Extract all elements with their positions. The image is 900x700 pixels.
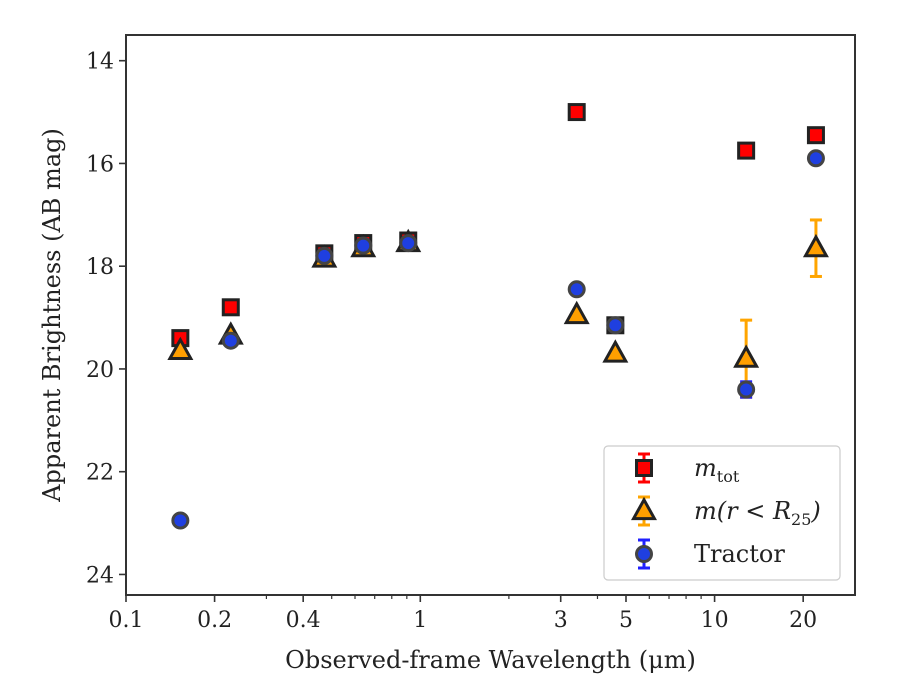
series-triangle xyxy=(167,218,829,399)
series-circle xyxy=(171,149,825,530)
plot-frame xyxy=(125,34,856,596)
y-tick-label: 14 xyxy=(86,50,114,75)
data-marks xyxy=(167,103,829,530)
y-tick-label: 20 xyxy=(86,358,114,383)
data-point-square xyxy=(221,298,240,317)
x-axis-label: Observed-frame Wavelength (μm) xyxy=(285,646,696,674)
x-tick-label: 20 xyxy=(789,608,817,633)
data-point-triangle xyxy=(733,344,760,368)
x-tick-label: 0.4 xyxy=(286,608,321,633)
legend-marker-circle xyxy=(635,545,653,563)
y-axis-label: Apparent Brightness (AB mag) xyxy=(38,128,66,503)
data-point-circle xyxy=(806,149,825,168)
legend-item: mtot xyxy=(635,452,740,486)
series-square xyxy=(171,103,825,348)
data-point-circle xyxy=(567,280,586,299)
y-tick-label: 24 xyxy=(86,563,114,588)
x-tick-label: 5 xyxy=(619,608,633,633)
legend-label: m(r < R25) xyxy=(694,497,821,529)
data-point-circle xyxy=(399,234,418,253)
x-tick-label: 0.2 xyxy=(197,608,232,633)
x-tick-label: 0.1 xyxy=(109,608,144,633)
x-tick-label: 1 xyxy=(413,608,427,633)
x-tick-label: 10 xyxy=(701,608,729,633)
legend-label: mtot xyxy=(694,454,740,486)
legend-marker-triangle xyxy=(630,496,658,521)
data-point-circle xyxy=(606,316,625,335)
data-point-triangle xyxy=(802,233,829,258)
legend-box xyxy=(603,445,841,581)
data-point-square xyxy=(806,126,825,145)
data-point-square xyxy=(567,103,586,122)
legend-item: Tractor xyxy=(635,538,785,570)
data-point-triangle xyxy=(602,339,629,363)
data-point-square xyxy=(737,141,756,160)
y-tick-label: 18 xyxy=(86,255,114,280)
data-point-circle xyxy=(354,236,373,255)
axis-ticks: 0.1 0.2 0.4 1 3 5 10 20 14 16 18 20 22 24 xyxy=(86,50,817,633)
data-point-circle xyxy=(221,331,240,350)
data-point-triangle xyxy=(167,336,194,361)
y-tick-label: 22 xyxy=(86,461,114,486)
data-point-triangle xyxy=(563,300,590,325)
data-point-circle xyxy=(171,511,190,530)
legend-item: m(r < R25) xyxy=(630,495,821,529)
x-tick-label: 3 xyxy=(554,608,568,633)
legend: mtot m(r < R25) Tractor xyxy=(603,445,841,581)
data-point-circle xyxy=(737,380,756,399)
legend-marker-square xyxy=(635,459,653,477)
legend-label: Tractor xyxy=(694,540,785,568)
y-tick-label: 16 xyxy=(86,152,114,177)
data-point-circle xyxy=(315,246,334,265)
